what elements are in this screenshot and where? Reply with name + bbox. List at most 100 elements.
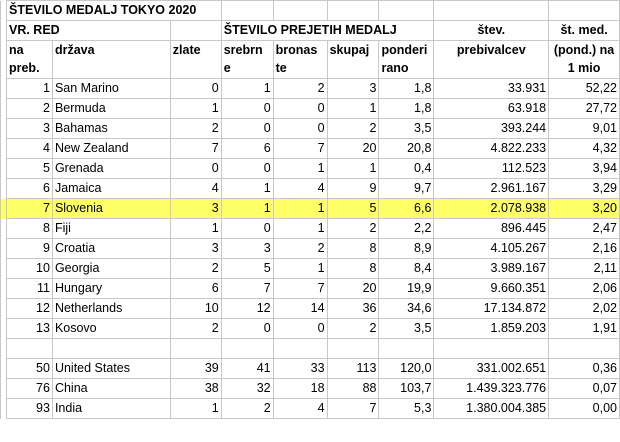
silver-cell[interactable]: 3 <box>220 238 274 259</box>
silver-cell[interactable]: 0 <box>220 98 274 119</box>
per-mio-cell[interactable]: 2,47 <box>548 218 620 239</box>
gold-cell[interactable]: 39 <box>169 358 222 379</box>
total-cell[interactable]: 3 <box>326 78 380 99</box>
country-cell[interactable]: Jamaica <box>51 178 171 199</box>
col-total-header[interactable]: skupaj <box>326 40 380 79</box>
bronze-cell[interactable]: 14 <box>272 298 328 319</box>
sheet-title[interactable]: ŠTEVILO MEDALJ TOKYO 2020 <box>5 0 222 21</box>
per-mio-cell[interactable]: 3,20 <box>548 198 620 219</box>
rank-cell[interactable]: 7 <box>5 198 53 219</box>
population-cell[interactable]: 2.078.938 <box>433 198 550 219</box>
per-mio-cell[interactable]: 52,22 <box>548 78 620 99</box>
weighted-cell[interactable]: 5,3 <box>378 398 435 419</box>
population-cell[interactable]: 9.660.351 <box>433 278 550 299</box>
country-cell[interactable]: Slovenia <box>51 198 171 219</box>
country-cell[interactable]: Bermuda <box>51 98 171 119</box>
rank-cell[interactable]: 12 <box>5 298 53 319</box>
col-bronze-header[interactable]: bronas te <box>272 40 328 79</box>
population-cell[interactable]: 2.961.167 <box>433 178 550 199</box>
per-mio-cell[interactable]: 2,16 <box>548 238 620 259</box>
per-mio-cell[interactable] <box>548 338 620 359</box>
bronze-cell[interactable]: 2 <box>272 78 328 99</box>
total-cell[interactable]: 8 <box>326 238 380 259</box>
rank-cell[interactable]: 2 <box>5 98 53 119</box>
bronze-cell[interactable]: 4 <box>272 178 328 199</box>
per-mio-cell[interactable]: 0,36 <box>548 358 620 379</box>
weighted-cell[interactable]: 0,4 <box>378 158 435 179</box>
col-weighted-header[interactable]: ponderi rano <box>378 40 435 79</box>
per-mio-cell[interactable]: 2,11 <box>548 258 620 279</box>
gold-cell[interactable]: 10 <box>169 298 222 319</box>
gold-cell[interactable]: 38 <box>169 378 222 399</box>
gold-cell[interactable]: 2 <box>169 258 222 279</box>
bronze-cell[interactable]: 2 <box>272 238 328 259</box>
weighted-cell[interactable]: 6,6 <box>378 198 435 219</box>
total-cell[interactable]: 8 <box>326 258 380 279</box>
per-mio-header-1[interactable]: št. med. <box>548 20 620 41</box>
silver-cell[interactable]: 1 <box>220 78 274 99</box>
population-cell[interactable]: 331.002.651 <box>433 358 550 379</box>
per-mio-cell[interactable]: 9,01 <box>548 118 620 139</box>
gold-cell[interactable]: 1 <box>169 98 222 119</box>
population-cell[interactable]: 4.822.233 <box>433 138 550 159</box>
country-cell[interactable]: United States <box>51 358 171 379</box>
bronze-cell[interactable]: 7 <box>272 278 328 299</box>
silver-cell[interactable]: 32 <box>220 378 274 399</box>
weighted-cell[interactable]: 1,8 <box>378 78 435 99</box>
weighted-cell[interactable] <box>378 338 435 359</box>
group-medals-header[interactable]: ŠTEVILO PREJETIH MEDALJ <box>220 20 435 41</box>
silver-cell[interactable]: 0 <box>220 318 274 339</box>
bronze-cell[interactable]: 0 <box>272 98 328 119</box>
bronze-cell[interactable]: 0 <box>272 318 328 339</box>
total-cell[interactable]: 1 <box>326 158 380 179</box>
col-silver-header[interactable]: srebrn e <box>220 40 274 79</box>
gold-cell[interactable]: 2 <box>169 118 222 139</box>
silver-cell[interactable]: 7 <box>220 278 274 299</box>
population-cell[interactable]: 17.134.872 <box>433 298 550 319</box>
per-mio-cell[interactable]: 0,07 <box>548 378 620 399</box>
country-cell[interactable]: Fiji <box>51 218 171 239</box>
bronze-cell[interactable]: 33 <box>272 358 328 379</box>
weighted-cell[interactable]: 120,0 <box>378 358 435 379</box>
population-cell[interactable]: 3.989.167 <box>433 258 550 279</box>
country-cell[interactable]: Georgia <box>51 258 171 279</box>
rank-cell[interactable]: 3 <box>5 118 53 139</box>
rank-cell[interactable] <box>5 338 53 359</box>
bronze-cell[interactable]: 18 <box>272 378 328 399</box>
group-rank-header[interactable]: VR. RED <box>5 20 171 41</box>
weighted-cell[interactable]: 103,7 <box>378 378 435 399</box>
rank-cell[interactable]: 50 <box>5 358 53 379</box>
weighted-cell[interactable]: 34,6 <box>378 298 435 319</box>
rank-cell[interactable]: 1 <box>5 78 53 99</box>
per-mio-cell[interactable]: 2,06 <box>548 278 620 299</box>
total-cell[interactable]: 1 <box>326 98 380 119</box>
rank-cell[interactable]: 8 <box>5 218 53 239</box>
per-mio-cell[interactable]: 2,02 <box>548 298 620 319</box>
col-rank-header[interactable]: na preb. <box>5 40 53 79</box>
population-cell[interactable]: 1.439.323.776 <box>433 378 550 399</box>
silver-cell[interactable]: 2 <box>220 398 274 419</box>
bronze-cell[interactable]: 1 <box>272 198 328 219</box>
silver-cell[interactable]: 0 <box>220 158 274 179</box>
total-cell[interactable]: 2 <box>326 318 380 339</box>
population-cell[interactable]: 63.918 <box>433 98 550 119</box>
rank-cell[interactable]: 10 <box>5 258 53 279</box>
silver-cell[interactable]: 0 <box>220 218 274 239</box>
population-cell[interactable]: 393.244 <box>433 118 550 139</box>
gold-cell[interactable]: 0 <box>169 78 222 99</box>
population-cell[interactable]: 33.931 <box>433 78 550 99</box>
country-cell[interactable]: Kosovo <box>51 318 171 339</box>
rank-cell[interactable]: 5 <box>5 158 53 179</box>
country-cell[interactable]: China <box>51 378 171 399</box>
col-gold-header[interactable]: zlate <box>169 40 222 79</box>
total-cell[interactable]: 88 <box>326 378 380 399</box>
weighted-cell[interactable]: 2,2 <box>378 218 435 239</box>
population-cell[interactable]: 1.859.203 <box>433 318 550 339</box>
country-cell[interactable]: India <box>51 398 171 419</box>
gold-cell[interactable]: 1 <box>169 218 222 239</box>
silver-cell[interactable]: 0 <box>220 118 274 139</box>
country-cell[interactable]: Hungary <box>51 278 171 299</box>
bronze-cell[interactable]: 4 <box>272 398 328 419</box>
total-cell[interactable]: 36 <box>326 298 380 319</box>
per-mio-cell[interactable]: 27,72 <box>548 98 620 119</box>
